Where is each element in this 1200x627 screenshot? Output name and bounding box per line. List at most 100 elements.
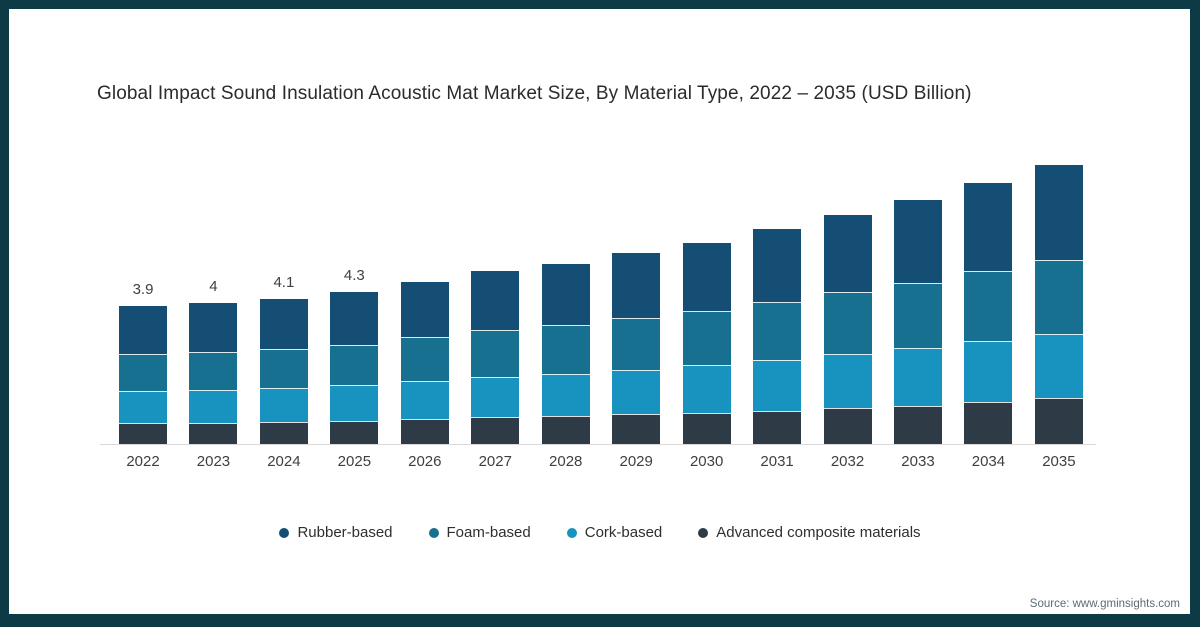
bar-2028	[541, 239, 590, 444]
x-tick-2030: 2030	[689, 453, 724, 470]
segment-cork-based	[330, 385, 379, 421]
segment-foam-based	[330, 344, 379, 386]
legend-label: Cork-based	[584, 524, 663, 541]
bar-total-label: 3.9	[132, 281, 154, 299]
bar-stack	[823, 214, 872, 444]
x-tick-2028: 2028	[549, 453, 583, 470]
segment-cork-based	[471, 376, 520, 418]
segment-foam-based	[753, 301, 802, 360]
bar-2035	[1034, 140, 1083, 444]
segment-foam-based	[119, 353, 167, 392]
segment-foam-based	[964, 270, 1013, 341]
bar-2034	[964, 158, 1013, 444]
x-tick-2025: 2025	[337, 453, 372, 470]
bar-stack	[400, 281, 449, 444]
segment-advanced-composite-materials	[753, 410, 802, 444]
bar-2026	[400, 257, 449, 444]
segment-rubber-based	[612, 253, 661, 319]
bar-2030	[682, 218, 731, 444]
bar-stack	[471, 271, 520, 444]
segment-advanced-composite-materials	[541, 416, 590, 444]
legend-dot-icon	[698, 527, 709, 538]
segment-foam-based	[541, 325, 590, 375]
segment-foam-based	[682, 310, 731, 366]
bar-total-label: 4.1	[273, 274, 295, 292]
segment-rubber-based	[330, 292, 379, 345]
segment-cork-based	[823, 354, 872, 408]
bar-stack	[612, 253, 661, 444]
bar-2033	[893, 175, 942, 444]
x-tick-2034: 2034	[971, 453, 1006, 470]
segment-advanced-composite-materials	[893, 405, 942, 444]
bar-group: 3.9 4 4.1 4.3	[119, 140, 1083, 444]
segment-advanced-composite-materials	[259, 421, 308, 444]
bar-stack	[1034, 165, 1083, 444]
bar-2025: 4.3	[330, 267, 379, 444]
segment-cork-based	[682, 365, 731, 413]
x-tick-2027: 2027	[478, 453, 512, 470]
legend-item-foam-based: Foam-based	[428, 524, 531, 541]
legend-dot-icon	[279, 527, 290, 538]
legend-label: Foam-based	[446, 524, 531, 541]
legend-dot-icon	[566, 527, 577, 538]
x-tick-2033: 2033	[901, 453, 935, 470]
chart-title: Global Impact Sound Insulation Acoustic …	[97, 83, 972, 104]
segment-cork-based	[119, 391, 167, 423]
segment-advanced-composite-materials	[189, 422, 238, 444]
segment-cork-based	[753, 359, 802, 411]
segment-rubber-based	[1034, 165, 1083, 260]
segment-foam-based	[471, 329, 520, 377]
segment-cork-based	[259, 388, 308, 422]
segment-cork-based	[541, 374, 590, 417]
segment-rubber-based	[189, 302, 238, 352]
segment-advanced-composite-materials	[612, 414, 661, 444]
segment-advanced-composite-materials	[1034, 398, 1083, 444]
bar-stack	[189, 302, 238, 444]
bar-2022: 3.9	[119, 281, 167, 444]
segment-foam-based	[259, 349, 308, 389]
bar-stack	[964, 182, 1013, 444]
bar-total-label: 4.3	[343, 267, 365, 285]
legend-item-advanced-composite-materials: Advanced composite materials	[698, 524, 921, 541]
segment-foam-based	[823, 291, 872, 354]
segment-foam-based	[1034, 259, 1083, 334]
segment-advanced-composite-materials	[823, 408, 872, 444]
bar-2029	[612, 228, 661, 444]
bar-stack	[541, 264, 590, 444]
x-tick-2022: 2022	[126, 453, 160, 470]
segment-rubber-based	[400, 281, 449, 338]
segment-cork-based	[400, 381, 449, 420]
segment-foam-based	[400, 337, 449, 382]
segment-foam-based	[893, 282, 942, 349]
x-tick-2031: 2031	[760, 453, 794, 470]
segment-rubber-based	[823, 214, 872, 292]
segment-rubber-based	[964, 182, 1013, 271]
bar-2023: 4	[189, 278, 238, 444]
segment-advanced-composite-materials	[119, 422, 167, 444]
legend-item-rubber-based: Rubber-based	[279, 524, 393, 541]
bar-stack	[330, 292, 379, 444]
legend-dot-icon	[428, 527, 439, 538]
segment-rubber-based	[753, 228, 802, 302]
bar-stack	[753, 228, 802, 444]
x-tick-2026: 2026	[408, 453, 442, 470]
segment-rubber-based	[541, 264, 590, 326]
bar-stack	[119, 306, 167, 444]
segment-rubber-based	[259, 299, 308, 350]
segment-advanced-composite-materials	[330, 420, 379, 444]
bar-stack	[682, 242, 731, 444]
segment-advanced-composite-materials	[400, 419, 449, 444]
bar-stack	[893, 200, 942, 444]
bar-2032	[823, 190, 872, 444]
x-tick-2024: 2024	[267, 453, 301, 470]
segment-foam-based	[612, 318, 661, 370]
legend-label: Advanced composite materials	[716, 524, 921, 541]
x-tick-2032: 2032	[830, 453, 865, 470]
bar-2024: 4.1	[259, 274, 308, 444]
segment-advanced-composite-materials	[682, 412, 731, 444]
segment-foam-based	[189, 351, 238, 390]
segment-rubber-based	[119, 306, 167, 354]
bar-2027	[471, 246, 520, 444]
source-attribution: Source: www.gminsights.com	[1029, 598, 1180, 610]
